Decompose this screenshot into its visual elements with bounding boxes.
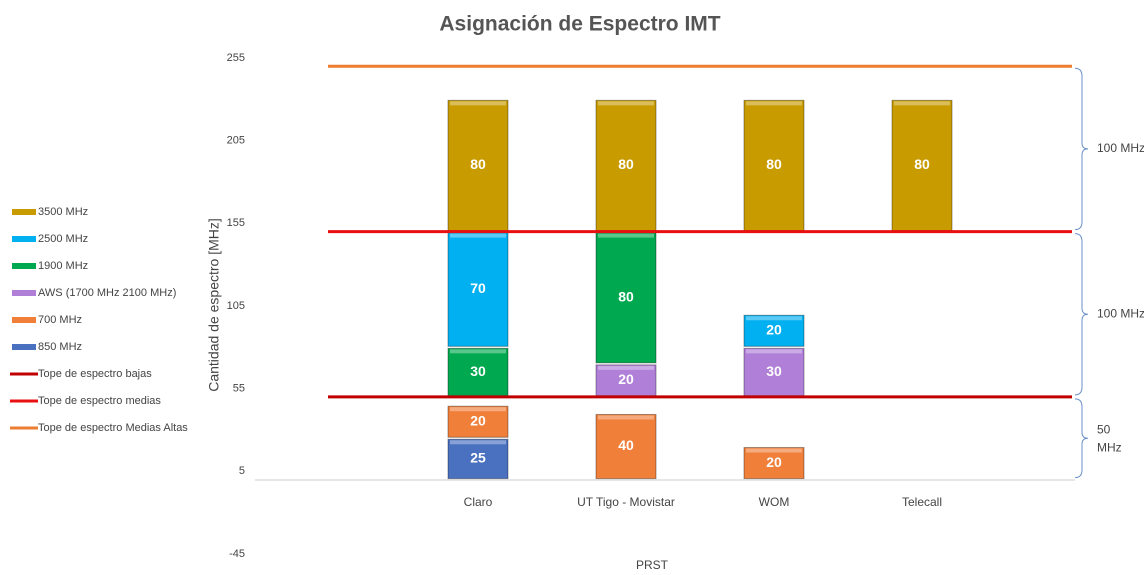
value-label: 20 bbox=[618, 371, 634, 387]
legend-label: AWS (1700 MHz 2100 MHz) bbox=[38, 287, 176, 299]
legend-swatch bbox=[12, 236, 36, 242]
bar-bevel bbox=[894, 101, 950, 106]
bar-segment bbox=[743, 447, 805, 480]
value-label: 80 bbox=[470, 156, 486, 172]
legend-swatch bbox=[12, 344, 36, 350]
bar-bevel bbox=[598, 415, 654, 420]
annotation: 50 MHz bbox=[1097, 422, 1122, 454]
value-label: 20 bbox=[766, 322, 782, 338]
y-tick-label: 55 bbox=[233, 383, 245, 395]
bar-bevel bbox=[746, 448, 802, 453]
bar-segment bbox=[743, 347, 805, 397]
bar-segment bbox=[743, 314, 805, 347]
y-tick-label: 5 bbox=[239, 465, 245, 477]
bar-bevel bbox=[746, 101, 802, 106]
bar-segment bbox=[891, 99, 953, 232]
value-label: 25 bbox=[470, 450, 486, 466]
legend-swatch bbox=[12, 290, 36, 296]
value-label: 30 bbox=[470, 363, 486, 379]
y-tick-label: 105 bbox=[227, 300, 245, 312]
y-tick-label: 155 bbox=[227, 217, 245, 229]
y-axis-label: Cantidad de espectro [MHz] bbox=[206, 218, 222, 392]
value-label: 20 bbox=[470, 412, 486, 428]
legend-label: 850 MHz bbox=[38, 341, 82, 353]
bar-bevel bbox=[450, 349, 506, 354]
x-tick-label: UT Tigo - Movistar bbox=[577, 495, 675, 509]
value-label: 80 bbox=[914, 156, 930, 172]
x-tick-label: Telecall bbox=[902, 495, 942, 509]
bar-segment bbox=[447, 438, 509, 480]
legend-swatch bbox=[12, 317, 36, 323]
bar-segment bbox=[447, 99, 509, 232]
brace bbox=[1074, 398, 1089, 479]
legend-swatch bbox=[12, 209, 36, 215]
bar-segment bbox=[595, 232, 657, 364]
value-label: 80 bbox=[766, 156, 782, 172]
legend-label: Tope de espectro medias bbox=[38, 395, 161, 407]
value-label: 80 bbox=[618, 156, 634, 172]
value-label: 30 bbox=[766, 363, 782, 379]
value-label: 80 bbox=[618, 288, 634, 304]
bar-bevel bbox=[598, 233, 654, 238]
legend-label: 3500 MHz bbox=[38, 206, 88, 218]
value-label: 70 bbox=[470, 280, 486, 296]
value-label: 20 bbox=[766, 454, 782, 470]
annotation: 100 MHz bbox=[1097, 306, 1144, 320]
value-label: 40 bbox=[618, 437, 634, 453]
x-tick-label: WOM bbox=[759, 495, 790, 509]
bar-bevel bbox=[746, 349, 802, 354]
bar-segment bbox=[595, 364, 657, 397]
legend-label: 700 MHz bbox=[38, 314, 82, 326]
bar-bevel bbox=[450, 101, 506, 106]
brace bbox=[1074, 233, 1089, 396]
bar-segment bbox=[447, 405, 509, 438]
bar-bevel bbox=[598, 365, 654, 370]
annotation: 100 MHz bbox=[1097, 141, 1144, 155]
chart-title: Asignación de Espectro IMT bbox=[439, 13, 720, 36]
bar-bevel bbox=[450, 233, 506, 238]
legend-swatch bbox=[12, 263, 36, 269]
bar-bevel bbox=[450, 440, 506, 445]
bar-bevel bbox=[450, 407, 506, 412]
y-tick-label: 255 bbox=[227, 52, 245, 64]
bar-bevel bbox=[746, 316, 802, 321]
bar-segment bbox=[743, 99, 805, 232]
brace bbox=[1074, 67, 1089, 231]
x-axis-label: PRST bbox=[636, 558, 669, 572]
legend-label: 1900 MHz bbox=[38, 260, 88, 272]
bar-bevel bbox=[598, 101, 654, 106]
bar-segment bbox=[595, 413, 657, 480]
bar-segment bbox=[595, 99, 657, 232]
legend-label: Tope de espectro Medias Altas bbox=[38, 422, 188, 434]
y-tick-label: -45 bbox=[229, 548, 245, 560]
legend-label: Tope de espectro bajas bbox=[38, 368, 152, 380]
x-tick-label: Claro bbox=[464, 495, 493, 509]
y-tick-label: 205 bbox=[227, 135, 245, 147]
legend-label: 2500 MHz bbox=[38, 233, 88, 245]
bar-segment bbox=[447, 232, 509, 347]
